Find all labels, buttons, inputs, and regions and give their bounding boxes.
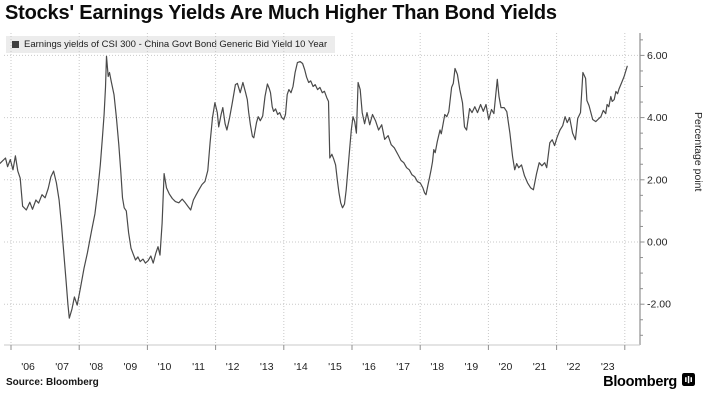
x-tick-label: '20 <box>499 361 513 373</box>
legend-series-label: Earnings yields of CSI 300 - China Govt … <box>24 39 328 50</box>
x-tick-label: '09 <box>124 361 138 373</box>
x-tick-label: '12 <box>226 361 240 373</box>
y-tick-label: -2.00 <box>647 299 671 311</box>
x-axis-labels: '06 '07 '08 '09 '10 '11 '12 '13 '14 '15 '16 '17 '18 '… <box>21 361 615 373</box>
gridlines <box>4 33 640 345</box>
y-tick-label: 6.00 <box>647 50 668 62</box>
source-note: Source: Bloomberg <box>6 377 99 388</box>
x-tick-label: '19 <box>465 361 479 373</box>
y-axis-labels: 6.00 4.00 2.00 0.00 -2.00 <box>647 50 671 311</box>
x-tick-label: '23 <box>601 361 615 373</box>
x-tick-label: '17 <box>396 361 410 373</box>
x-tick-label: '11 <box>192 361 205 373</box>
y-axis-title: Percentage point <box>692 112 704 192</box>
x-tick-label: '08 <box>89 361 103 373</box>
x-tick-label: '16 <box>362 361 376 373</box>
x-tick-label: '13 <box>260 361 274 373</box>
bloomberg-wordmark: Bloomberg <box>603 374 677 390</box>
y-tick-label: 2.00 <box>647 174 668 186</box>
y-tick-label: 4.00 <box>647 112 668 124</box>
legend: Earnings yields of CSI 300 - China Govt … <box>6 36 336 53</box>
y-tick-label: 0.00 <box>647 237 668 249</box>
legend-series-marker-icon <box>12 41 19 48</box>
x-tick-label: '15 <box>328 361 342 373</box>
x-tick-label: '21 <box>533 361 547 373</box>
x-tick-label: '18 <box>430 361 444 373</box>
x-tick-label: '06 <box>21 361 35 373</box>
bloomberg-branding: Bloomberg <box>603 373 695 391</box>
x-tick-label: '07 <box>55 361 69 373</box>
x-tick-label: '14 <box>294 361 308 373</box>
x-tick-label: '22 <box>567 361 581 373</box>
chart-title: Stocks' Earnings Yields Are Much Higher … <box>5 2 557 24</box>
x-tick-label: '10 <box>158 361 172 373</box>
series-line <box>0 55 628 319</box>
axes <box>4 33 645 350</box>
bloomberg-logo-icon <box>682 373 695 391</box>
